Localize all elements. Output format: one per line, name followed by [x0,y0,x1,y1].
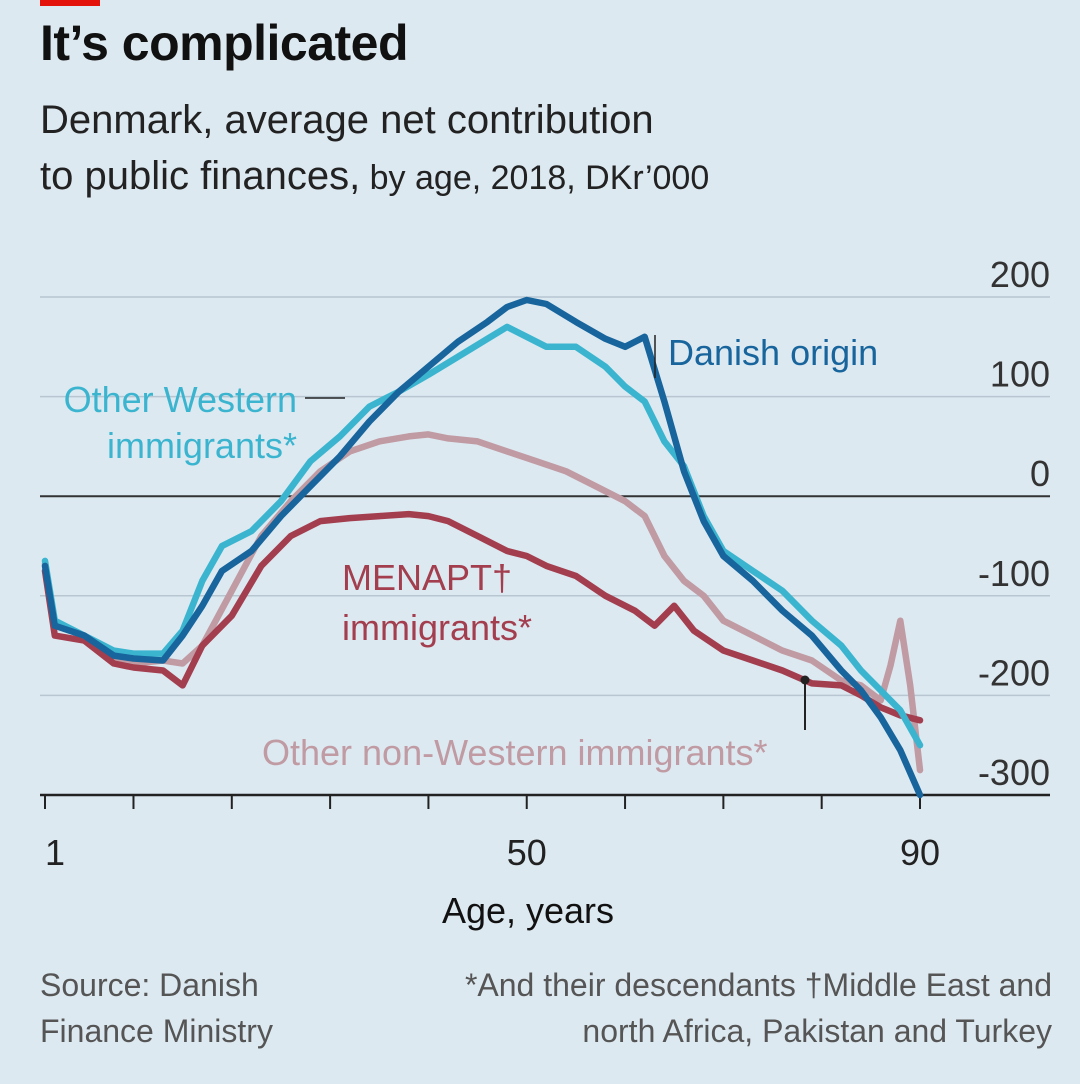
footnote: *And their descendants †Middle East and … [464,967,1052,1049]
series-line [41,296,924,799]
x-tick-label: 1 [45,832,65,873]
y-tick-label: -100 [978,553,1050,594]
x-tick-label: 50 [507,832,547,873]
series-line [41,510,924,724]
subtitle-line-2-main: to public finances, [40,154,361,198]
y-tick-label: -300 [978,752,1050,793]
line-chart: 200 100 0 -100 -200 -300 1 50 90 Danish origin Oth… [40,254,1050,873]
annotation-other-non-western: Other non-Western immigrants* [262,732,768,773]
y-tick-label: 100 [990,354,1050,395]
subtitle-line-2: to public finances, by age, 2018, DKr’00… [40,148,940,206]
annotation-menapt: MENAPT† [342,557,512,598]
source-note: Source: Danish Finance Ministry [40,967,273,1049]
subtitle-line-2-units: by age, 2018, DKr’000 [360,159,710,197]
annotation-other-western: Other Western [64,379,297,420]
chart-title: It’s complicated [40,15,409,71]
x-axis-label: Age, years [441,890,615,931]
annotation-dot [800,675,810,685]
annotation-danish-origin: Danish origin [668,332,878,373]
y-tick-label: -200 [978,652,1050,693]
series-line [41,431,924,774]
y-tick-label: 200 [990,254,1050,295]
annotation-menapt-2: immigrants* [342,607,532,648]
chart-subtitle: Denmark, average net contribution to pub… [40,92,940,206]
subtitle-line-1: Denmark, average net contribution [40,98,654,142]
brand-tag [40,0,100,6]
y-tick-label: 0 [1030,453,1050,494]
annotation-other-western-2: immigrants* [107,425,297,466]
x-tick-label: 90 [900,832,940,873]
